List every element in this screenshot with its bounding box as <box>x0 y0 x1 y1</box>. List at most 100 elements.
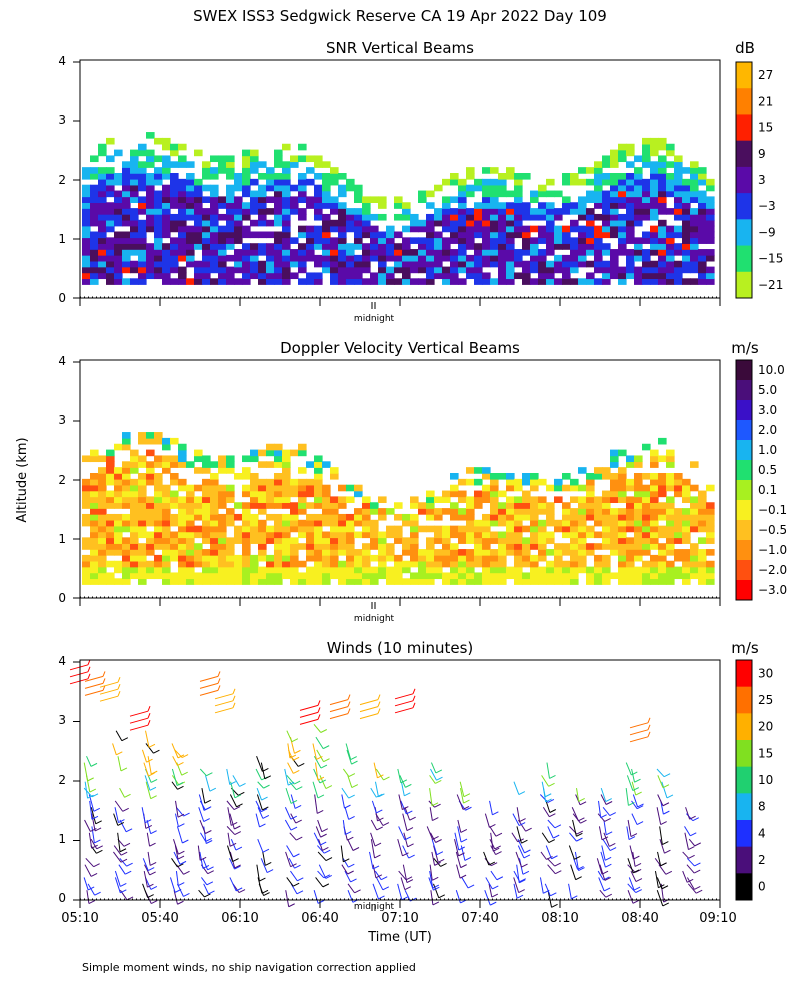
heatmap-cell <box>458 196 467 203</box>
heatmap-cell <box>322 219 331 227</box>
heatmap-cell <box>98 266 107 274</box>
heatmap-cell <box>546 502 555 509</box>
wind-barb-flag <box>544 793 552 798</box>
heatmap-cell <box>386 249 395 256</box>
heatmap-cell <box>346 213 355 221</box>
heatmap-cell <box>122 213 131 221</box>
heatmap-cell <box>458 231 467 239</box>
heatmap-cell <box>146 432 155 439</box>
heatmap-cell <box>250 155 259 163</box>
colorbar-frame <box>735 359 753 601</box>
heatmap-cell <box>322 560 331 568</box>
heatmap-cell <box>562 178 571 186</box>
heatmap-cell <box>346 496 355 503</box>
wind-barb-flag <box>666 794 674 799</box>
heatmap-cell <box>394 572 403 580</box>
heatmap-cell <box>146 132 155 139</box>
heatmap-cell <box>690 173 699 180</box>
wind-barb <box>199 689 219 696</box>
heatmap-cell <box>514 566 523 574</box>
heatmap-cell <box>226 213 235 221</box>
wind-barb <box>454 839 460 856</box>
heatmap-cell <box>650 260 659 268</box>
heatmap-cell <box>498 208 507 215</box>
heatmap-cell <box>234 566 243 574</box>
wind-barb-flag <box>320 764 328 769</box>
heatmap-cell <box>570 208 579 215</box>
heatmap-cell <box>242 566 251 574</box>
heatmap-cell <box>610 513 619 521</box>
heatmap-cell <box>282 266 291 274</box>
wind-barb-flag <box>325 857 333 862</box>
colorbar-label: 0 <box>758 880 766 894</box>
heatmap-cell <box>122 249 131 256</box>
wind-barb-flag <box>125 828 133 833</box>
heatmap-cell <box>514 208 523 215</box>
heatmap-cell <box>138 578 147 585</box>
heatmap-cell <box>602 513 611 521</box>
wind-barb-flag <box>554 824 562 829</box>
heatmap-cell <box>610 178 619 186</box>
heatmap-cell <box>98 531 107 539</box>
colorbar-swatch <box>736 245 752 273</box>
heatmap-cell <box>434 531 443 539</box>
wind-barb-flag <box>632 899 640 904</box>
wind-barb <box>84 781 89 799</box>
heatmap-cell <box>130 525 139 533</box>
heatmap-cell <box>210 278 219 285</box>
heatmap-cell <box>210 173 219 180</box>
heatmap-cell <box>666 560 675 568</box>
wind-barb <box>684 826 691 837</box>
heatmap-cell <box>594 566 603 574</box>
heatmap-cell <box>282 254 291 262</box>
heatmap-cell <box>106 455 115 463</box>
wind-barb <box>173 890 178 905</box>
heatmap-cell <box>234 208 243 215</box>
heatmap-cell <box>226 272 235 280</box>
wind-barb <box>329 699 349 706</box>
heatmap-cell <box>666 260 675 268</box>
heatmap-cell <box>522 554 531 562</box>
heatmap-cell <box>546 260 555 268</box>
heatmap-cell <box>458 490 467 498</box>
heatmap-cell <box>674 190 683 198</box>
heatmap-cell <box>378 196 387 203</box>
heatmap-cell <box>530 508 539 515</box>
heatmap-cell <box>506 531 515 539</box>
heatmap-cell <box>98 184 107 192</box>
heatmap-cell <box>162 578 171 585</box>
winds-xtick-label-4: 07:10 <box>381 911 418 926</box>
heatmap-cell <box>210 566 219 574</box>
heatmap-cell <box>146 208 155 215</box>
heatmap-cell <box>690 260 699 268</box>
wind-barb <box>299 711 319 718</box>
heatmap-cell <box>442 549 451 556</box>
wind-barb <box>541 781 546 797</box>
wind-barb-flag <box>462 805 470 810</box>
heatmap-cell <box>458 478 467 486</box>
heatmap-cell <box>426 278 435 285</box>
heatmap-cell <box>354 554 363 562</box>
wind-barb-flag <box>433 886 440 891</box>
heatmap-cell <box>162 502 171 509</box>
wind-barb-flag <box>686 878 694 883</box>
wind-barb <box>89 800 93 820</box>
wind-barb-flag <box>548 782 555 787</box>
heatmap-cell <box>202 560 211 568</box>
wind-barb <box>629 729 649 736</box>
heatmap-cell <box>186 260 195 268</box>
wind-barb-flag <box>265 861 272 866</box>
heatmap-cell <box>674 167 683 174</box>
colorbar-label: −0.5 <box>758 523 787 537</box>
heatmap-cell <box>706 213 715 221</box>
heatmap-cell <box>554 566 563 574</box>
heatmap-cell <box>466 467 475 474</box>
heatmap-cell <box>426 496 435 503</box>
heatmap-cell <box>114 243 123 250</box>
wind-barb-flag <box>440 863 447 867</box>
heatmap-cell <box>450 572 459 580</box>
heatmap-cell <box>426 560 435 568</box>
heatmap-cell <box>490 537 499 544</box>
heatmap-cell <box>146 184 155 192</box>
wind-barb-flag <box>262 806 269 811</box>
